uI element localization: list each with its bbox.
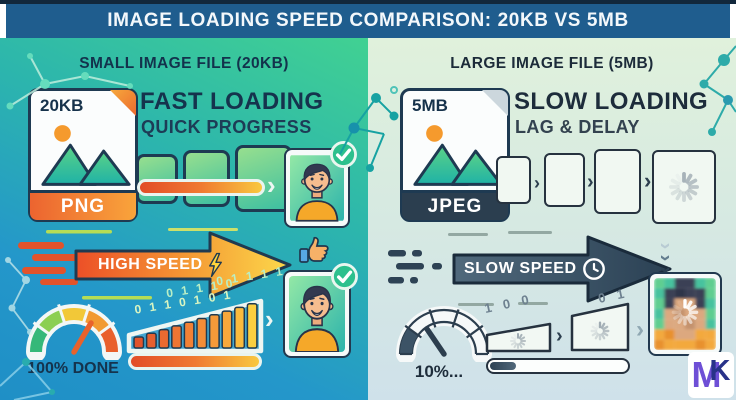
slow-speed-label-group: SLOW SPEED xyxy=(464,257,606,281)
speedometer-fast xyxy=(26,303,122,360)
right-panel-header: LARGE IMAGE FILE (5MB) xyxy=(450,55,654,72)
title-banner: IMAGE LOADING SPEED COMPARISON: 20KB VS … xyxy=(6,4,730,38)
network-decoration-top-left xyxy=(6,53,133,110)
loaded-thumbnail-2 xyxy=(183,150,230,207)
fast-loading-headline: FAST LOADING xyxy=(140,88,324,115)
panel-large-image: LARGE IMAGE FILE (5MB) 5MB JPEG SLOW LOA… xyxy=(368,38,736,400)
loaded-photo-card-1 xyxy=(284,141,357,228)
rising-speed-bars xyxy=(126,298,264,354)
high-speed-label-group: HIGH SPEED xyxy=(98,252,223,278)
chevron-down-icon: › xyxy=(654,254,677,262)
empty-placeholder-1 xyxy=(496,156,531,204)
slow-loading-headline: SLOW LOADING xyxy=(514,88,709,115)
file-size-label: 20KB xyxy=(40,96,84,115)
chevron-right-icon: › xyxy=(534,173,540,193)
high-speed-arrow xyxy=(18,228,292,300)
folded-corner-icon xyxy=(482,90,508,116)
loading-card-large xyxy=(570,302,630,352)
image-thumbnail-icon xyxy=(413,125,503,186)
lightning-bolt-icon xyxy=(208,252,222,278)
chevron-right-icon: › xyxy=(556,325,563,347)
lag-delay-subheadline: LAG & DELAY xyxy=(515,117,640,137)
empty-placeholder-3 xyxy=(594,149,641,214)
checkmark-icon xyxy=(331,263,358,290)
png-file-card: 20KB PNG xyxy=(28,88,138,222)
left-panel-header: SMALL IMAGE FILE (20KB) xyxy=(79,55,289,72)
high-speed-label: HIGH SPEED xyxy=(98,256,203,273)
gauge-needle xyxy=(71,320,94,355)
mk-logo: M K xyxy=(688,352,734,398)
slow-speed-arrow xyxy=(388,231,672,306)
jpeg-format-badge: JPEG xyxy=(402,190,508,220)
image-thumbnail-icon xyxy=(41,125,131,186)
file-size-label: 5MB xyxy=(412,96,448,115)
slow-progress-bar xyxy=(486,358,630,374)
panel-small-image: SMALL IMAGE FILE (20KB) 20KB PNG FAST LO… xyxy=(0,38,368,400)
loading-placeholder-spinner xyxy=(652,150,716,224)
chevron-right-icon: › xyxy=(265,304,274,334)
pixelated-avatar-image xyxy=(654,278,716,350)
slow-speed-label: SLOW SPEED xyxy=(464,260,577,277)
chevron-right-icon: › xyxy=(644,168,652,193)
speedometer-slow xyxy=(396,306,492,362)
empty-placeholder-2 xyxy=(544,153,585,207)
loading-card-small xyxy=(485,322,552,353)
network-decoration-center xyxy=(339,86,399,172)
loaded-thumbnail-3 xyxy=(235,145,292,212)
dots-decoration-left xyxy=(5,257,33,335)
jpeg-file-card: 5MB JPEG xyxy=(400,88,510,222)
network-decoration-bottom-left xyxy=(0,358,55,400)
fast-progress-bar xyxy=(137,179,265,196)
chevron-down-icon: › xyxy=(654,242,677,250)
png-format-badge: PNG xyxy=(30,190,136,220)
chevron-right-icon: › xyxy=(267,170,276,200)
thumbs-up-icon xyxy=(299,236,329,263)
network-decoration-right xyxy=(699,45,736,136)
gauge-label-100-done: 100% DONE xyxy=(27,360,119,377)
logo-letter-m: M xyxy=(691,354,722,395)
logo-letter-k: K xyxy=(709,354,731,387)
clock-icon xyxy=(582,258,605,280)
slow-progress-fill xyxy=(490,362,516,370)
pixelated-photo-card xyxy=(648,272,722,356)
page-title: IMAGE LOADING SPEED COMPARISON: 20KB VS … xyxy=(107,10,629,31)
gauge-label-10-percent: 10%... xyxy=(414,362,464,381)
top-border-strip xyxy=(0,0,736,4)
chevron-right-icon: › xyxy=(587,171,594,193)
gauge-needle xyxy=(424,326,447,357)
full-progress-bar xyxy=(128,353,262,370)
chevron-right-icon: › xyxy=(636,316,644,343)
quick-progress-subheadline: QUICK PROGRESS xyxy=(141,117,312,137)
spinner-icon xyxy=(669,172,699,202)
loaded-photo-card-2 xyxy=(283,263,358,358)
